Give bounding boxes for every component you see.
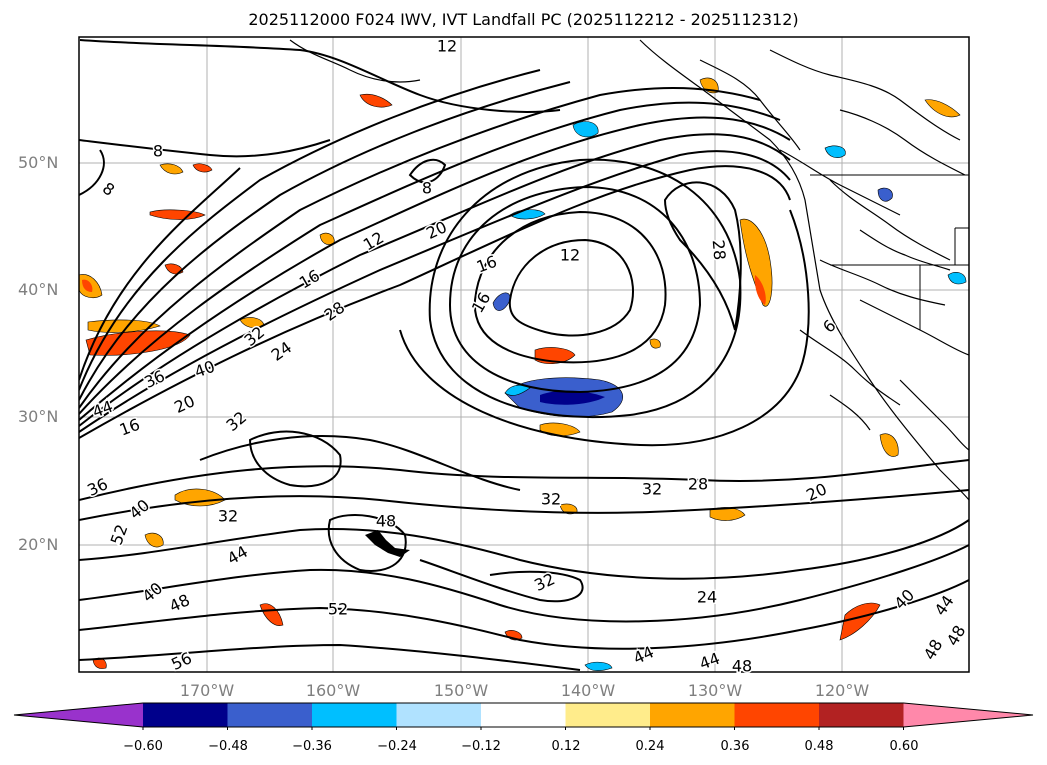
lat-label: 50°N — [18, 153, 59, 172]
map-frame — [78, 36, 970, 673]
colorbar-segment — [143, 703, 228, 727]
colorbar-tick-label: −0.36 — [292, 739, 332, 754]
political-borders — [810, 174, 969, 330]
positive-anomaly-shading — [79, 77, 961, 669]
contour-label: 28 — [709, 239, 730, 261]
contour-label: 48 — [376, 512, 396, 531]
colorbar-segment — [481, 703, 566, 727]
contour-label: 32 — [541, 490, 561, 509]
contour-label: 8 — [153, 142, 163, 161]
contour-label: 12 — [560, 246, 580, 265]
colorbar-segment — [565, 703, 651, 727]
hawaii-islands — [365, 530, 410, 557]
coastline — [289, 39, 969, 501]
lon-label: 130°W — [687, 681, 743, 700]
colorbar-tick-label: 0.60 — [889, 739, 919, 754]
colorbar-segment — [227, 703, 313, 727]
contour-label: 24 — [697, 588, 717, 607]
colorbar-extend-min — [14, 703, 143, 727]
colorbar-segment — [734, 703, 820, 727]
graticule — [79, 37, 969, 672]
colorbar-segment — [650, 703, 735, 727]
lon-label: 160°W — [305, 681, 361, 700]
colorbar-tick-label: 0.48 — [804, 739, 834, 754]
lon-label: 170°W — [179, 681, 235, 700]
colorbar-tick-label: −0.60 — [123, 739, 163, 754]
colorbar-tick-label: 0.36 — [720, 739, 750, 754]
contour-label: 12 — [437, 37, 457, 56]
lat-label: 40°N — [18, 280, 59, 299]
colorbar-tick-label: −0.48 — [208, 739, 248, 754]
lon-label: 150°W — [433, 681, 489, 700]
lon-label: 120°W — [814, 681, 870, 700]
iwv-contours — [79, 39, 969, 671]
contour-label: 48 — [732, 657, 752, 676]
colorbar-segment — [312, 703, 397, 727]
map-title: 2025112000 F024 IWV, IVT Landfall PC (20… — [248, 10, 799, 29]
colorbar — [13, 702, 1034, 730]
colorbar-tick-label: −0.24 — [377, 739, 417, 754]
lat-label: 30°N — [18, 407, 59, 426]
contour-label: 32 — [642, 480, 662, 499]
colorbar-tick-label: −0.12 — [461, 739, 501, 754]
colorbar-tick-label: 0.24 — [635, 739, 665, 754]
contour-label: 8 — [422, 179, 432, 198]
colorbar-segment — [819, 703, 904, 727]
contour-label: 32 — [218, 507, 238, 526]
lon-label: 140°W — [560, 681, 616, 700]
contour-label: 28 — [688, 475, 708, 494]
negative-anomaly-shading — [492, 121, 967, 671]
colorbar-tick-label: 0.12 — [551, 739, 581, 754]
contour-label: 52 — [328, 600, 348, 619]
colorbar-extend-max — [903, 703, 1033, 727]
colorbar-segment — [396, 703, 482, 727]
lat-label: 20°N — [18, 535, 59, 554]
